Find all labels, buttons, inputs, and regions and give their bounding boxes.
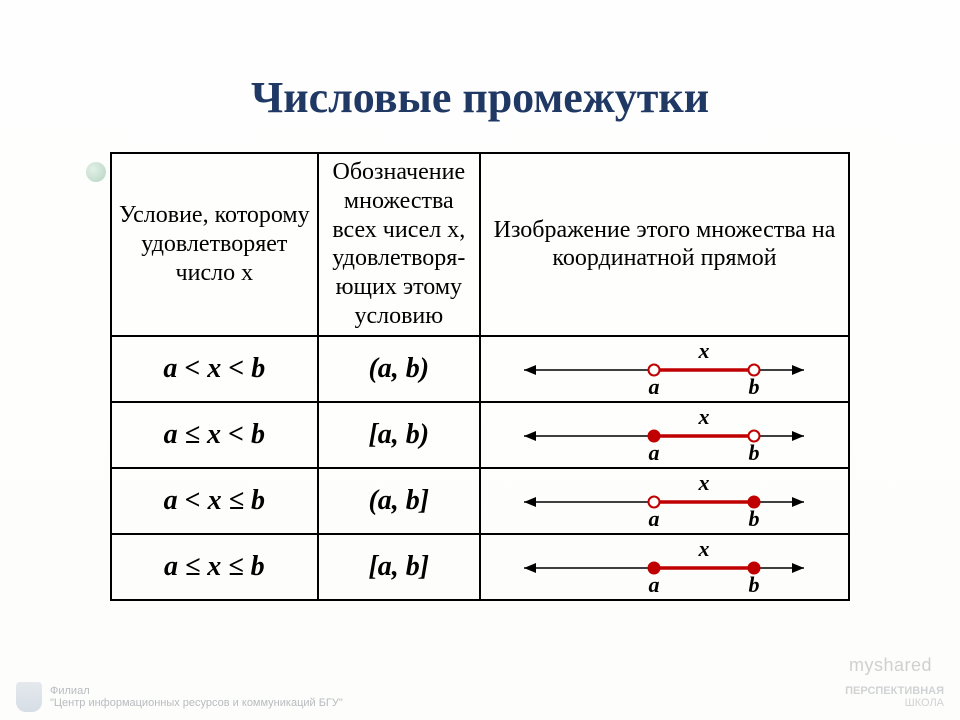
watermark: myshared	[849, 655, 932, 676]
svg-text:b: b	[749, 374, 760, 398]
page-title: Числовые промежутки	[0, 0, 960, 135]
intervals-table: Условие, которому удовлетворяет число x …	[110, 152, 850, 601]
svg-text:a: a	[649, 440, 660, 464]
svg-text:b: b	[749, 506, 760, 530]
condition-cell: a ≤ x < b	[111, 402, 318, 468]
notation-cell: (a, b]	[318, 468, 480, 534]
table-row: a ≤ x < b[a, b) x a b	[111, 402, 849, 468]
svg-text:x: x	[698, 538, 710, 561]
diagram-cell: x a b	[480, 402, 849, 468]
notation-cell: [a, b]	[318, 534, 480, 600]
svg-text:x: x	[698, 340, 710, 363]
col-header-notation: Обозначение множества всех чисел x, удов…	[318, 153, 480, 336]
condition-cell: a ≤ x ≤ b	[111, 534, 318, 600]
decorative-dot	[86, 162, 106, 182]
svg-text:b: b	[749, 572, 760, 596]
table-row: a < x ≤ b(a, b] x a b	[111, 468, 849, 534]
col-header-diagram: Изображение этого множества на координат…	[480, 153, 849, 336]
table-row: a ≤ x ≤ b[a, b] x a b	[111, 534, 849, 600]
number-line-diagram: x a b	[504, 538, 824, 596]
condition-cell: a < x < b	[111, 336, 318, 402]
notation-cell: (a, b)	[318, 336, 480, 402]
table-row: a < x < b(a, b) x a b	[111, 336, 849, 402]
footer-org1: Филиал	[50, 685, 343, 697]
condition-cell: a < x ≤ b	[111, 468, 318, 534]
footer-org2: "Центр информационных ресурсов и коммуни…	[50, 697, 343, 709]
slide: Числовые промежутки Условие, которому уд…	[0, 0, 960, 720]
svg-text:a: a	[649, 374, 660, 398]
footer-right: ПЕРСПЕКТИВНАЯ ШКОЛА	[845, 685, 944, 709]
table-header-row: Условие, которому удовлетворяет число x …	[111, 153, 849, 336]
number-line-diagram: x a b	[504, 340, 824, 398]
svg-text:x: x	[698, 472, 710, 495]
diagram-cell: x a b	[480, 468, 849, 534]
diagram-cell: x a b	[480, 336, 849, 402]
diagram-cell: x a b	[480, 534, 849, 600]
col-header-condition: Условие, которому удовлетворяет число x	[111, 153, 318, 336]
svg-text:b: b	[749, 440, 760, 464]
footer: Филиал "Центр информационных ресурсов и …	[0, 674, 960, 720]
number-line-diagram: x a b	[504, 472, 824, 530]
footer-left: Филиал "Центр информационных ресурсов и …	[16, 682, 343, 712]
svg-text:a: a	[649, 572, 660, 596]
svg-text:a: a	[649, 506, 660, 530]
shield-icon	[16, 682, 42, 712]
number-line-diagram: x a b	[504, 406, 824, 464]
notation-cell: [a, b)	[318, 402, 480, 468]
footer-brand: ПЕРСПЕКТИВНАЯ	[845, 685, 944, 697]
svg-text:x: x	[698, 406, 710, 429]
footer-brand2: ШКОЛА	[845, 697, 944, 709]
